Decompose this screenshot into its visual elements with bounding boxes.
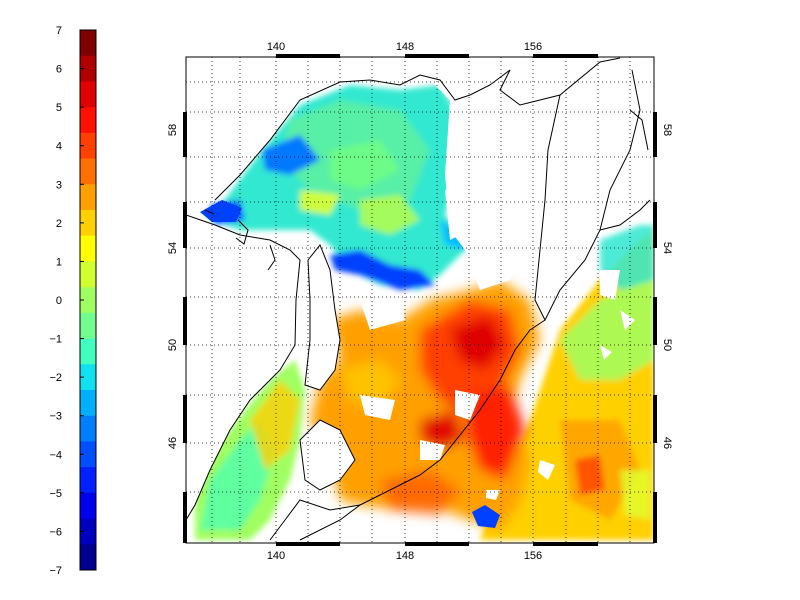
lat-tick-left-58: 58: [167, 124, 179, 136]
data-gap-east-3: [600, 345, 612, 360]
colorbar-tick-label: −6: [49, 526, 62, 538]
lat-tick-right-58: 58: [661, 124, 673, 136]
lat-tick-left-50: 50: [167, 339, 179, 351]
colorbar-segment: [80, 107, 96, 134]
colorbar-segment: [80, 364, 96, 391]
colorbar-tick-label: 0: [56, 295, 62, 307]
colorbar-tick-label: 6: [56, 64, 62, 76]
data-gap-kuril: [360, 395, 395, 420]
graticule: [186, 57, 654, 543]
data-gap-south: [486, 490, 500, 500]
lat-tick-left-46: 46: [167, 437, 179, 449]
land-and-gaps: [186, 57, 654, 540]
colorbar-tick-label: 7: [56, 25, 62, 37]
data-gap-pacific: [538, 460, 555, 480]
colorbar-segment: [80, 210, 96, 237]
colorbar-tick-labels: 7 6 5 4 3 2 1 0 −1 −2 −3 −4 −5 −6 −7: [49, 25, 62, 577]
colorbar-tick-label: 1: [56, 256, 62, 268]
colorbar-segment: [80, 518, 96, 545]
data-gap-kuril-3: [420, 440, 445, 460]
lon-tick-top-156: 156: [524, 41, 542, 53]
colorbar-segment: [80, 55, 96, 82]
colorbar-segment: [80, 338, 96, 365]
colorbar-segment: [80, 235, 96, 262]
field-okhotsk-south: [310, 280, 540, 530]
colorbar-segment: [80, 132, 96, 160]
colorbar-tick-label: 3: [56, 179, 62, 191]
colorbar-segment: [80, 184, 96, 211]
colorbar-segment: [80, 312, 96, 340]
colorbar-tick-label: −4: [49, 449, 62, 461]
colorbar-segment: [80, 158, 96, 185]
lat-tick-right-50: 50: [661, 339, 673, 351]
land-hokkaido: [300, 420, 355, 490]
colorbar-segment: [80, 441, 96, 468]
colorbar-tick-label: 4: [56, 141, 62, 153]
colorbar-segment: [80, 415, 96, 442]
field-japan-sea: [195, 360, 305, 540]
data-gap-center: [360, 295, 405, 330]
colorbar-segment: [80, 30, 96, 57]
colorbar-tick-label: 2: [56, 218, 62, 230]
land-asia-mainland: [186, 215, 300, 520]
lon-tick-bottom-140: 140: [267, 550, 285, 562]
lat-tick-right-54: 54: [661, 242, 673, 254]
colorbar-tick-label: −3: [49, 411, 62, 423]
data-gap-north: [445, 190, 470, 240]
colorbar-tick-label: −5: [49, 488, 62, 500]
lat-tick-left-54: 54: [167, 242, 179, 254]
colorbar-segment: [80, 467, 96, 494]
colorbar-segment: [80, 544, 96, 571]
lon-tick-top-140: 140: [267, 41, 285, 53]
field-okhotsk-north: [210, 85, 470, 290]
colorbar-tick-label: −2: [49, 372, 62, 384]
colorbar-segment: [80, 287, 96, 314]
lon-tick-bottom-148: 148: [396, 550, 414, 562]
colorbar-tick-label: −1: [49, 334, 62, 346]
lon-tick-bottom-156: 156: [524, 550, 542, 562]
data-gap-kuril-2: [455, 390, 480, 420]
colorbar-segment: [80, 261, 96, 288]
land-siberia-north: [186, 57, 654, 290]
map-panel: 140 148 156 140 148 156 46 50 54 58 46 5…: [167, 41, 673, 562]
colorbar-tick-label: 5: [56, 102, 62, 114]
lon-tick-top-148: 148: [396, 41, 414, 53]
colorbar: [79, 29, 97, 571]
data-gap-east: [600, 270, 620, 300]
colorbar-tick-label: −7: [49, 565, 62, 577]
colorbar-segment: [80, 492, 96, 520]
colorbar-segment: [80, 390, 96, 417]
data-gap-east-2: [620, 310, 635, 330]
cold-patch-west: [200, 200, 242, 222]
map-border-bars: [183, 54, 657, 546]
lat-tick-right-46: 46: [661, 437, 673, 449]
land-kamchatka: [535, 65, 640, 320]
colorbar-segment: [80, 81, 96, 108]
cold-patch-south: [472, 505, 500, 528]
